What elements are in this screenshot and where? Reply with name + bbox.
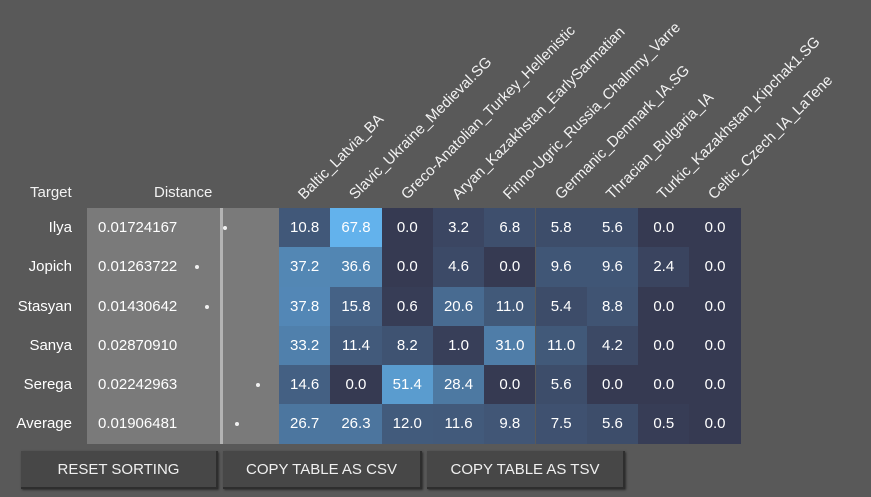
distance-value: 0.01724167	[98, 219, 178, 236]
percentage-cell: 0.0	[484, 247, 536, 287]
percentage-cell: 0.0	[689, 404, 741, 444]
percentage-cell: 0.0	[638, 325, 690, 366]
percentage-cell: 14.6	[279, 365, 331, 405]
distance-value: 0.02242963	[98, 376, 178, 394]
percentage-cell: 8.8	[586, 286, 639, 326]
percentage-cell: 67.8	[330, 208, 382, 248]
percentage-cell: 12.0	[381, 404, 433, 444]
percentage-cell: 0.6	[381, 286, 433, 326]
distance-cell: 0.02242963	[87, 365, 279, 405]
percentage-cell: 5.6	[535, 365, 587, 405]
distance-marker	[223, 226, 228, 230]
percentage-cell: 8.2	[381, 325, 433, 366]
percentage-cell: 51.4	[381, 365, 433, 405]
percentage-cell: 0.0	[638, 286, 690, 326]
percentage-cell: 9.8	[484, 404, 536, 444]
percentage-cell: 0.0	[381, 208, 433, 248]
percentage-cell: 11.6	[432, 404, 485, 444]
table-row[interactable]: Stasyan 0.01430642 37.8 15.8 0.6 20.6 11.0 5.4 8…	[0, 286, 871, 326]
percentage-cell: 31.0	[484, 325, 536, 366]
percentage-cell: 5.6	[586, 404, 639, 444]
copy-tsv-button[interactable]: COPY TABLE AS TSV	[427, 451, 625, 489]
percentage-cell: 37.2	[279, 247, 331, 287]
distance-cell: 0.01724167	[87, 208, 279, 248]
percentage-cell: 2.4	[638, 247, 690, 287]
percentage-cell: 26.3	[330, 404, 382, 444]
percentage-cell: 7.5	[535, 404, 587, 444]
column-header[interactable]: Baltic_Latvia_BA	[294, 110, 388, 203]
copy-csv-button[interactable]: COPY TABLE AS CSV	[223, 451, 422, 489]
distance-value: 0.01906481	[98, 415, 178, 433]
percentage-cell: 36.6	[330, 247, 382, 287]
percentage-cell: 11.0	[535, 325, 587, 366]
target-name: Jopich	[28, 258, 72, 276]
percentage-cell: 37.8	[279, 286, 331, 326]
table-row[interactable]: Jopich 0.01263722 37.2 36.6 0.0 4.6 0.0 9.6 9.6 2…	[0, 247, 871, 287]
distance-marker	[255, 383, 260, 388]
table-row[interactable]: Average 0.01906481 26.7 26.3 12.0 11.6 9.8 7.5 5…	[0, 404, 871, 444]
distance-value: 0.01263722	[98, 258, 178, 276]
percentage-cell: 0.0	[586, 365, 639, 405]
table-row[interactable]: Sanya 0.02870910 33.2 11.4 8.2 1.0 31.0 11.0 4.2…	[0, 325, 871, 366]
percentage-cell: 0.0	[638, 365, 690, 405]
table-row[interactable]: Ilya 0.01724167 10.8 67.8 0.0 3.2 6.8 5.8 5.6 0.0…	[0, 208, 871, 248]
target-header[interactable]: Target	[30, 184, 72, 201]
distance-marker	[205, 304, 210, 309]
distance-cell: 0.01263722	[87, 247, 279, 287]
percentage-cell: 9.6	[586, 247, 639, 287]
distance-value: 0.02870910	[98, 336, 178, 354]
target-name: Ilya	[48, 219, 72, 236]
percentage-cell: 15.8	[330, 286, 382, 326]
percentage-cell: 0.0	[638, 208, 690, 248]
percentage-cell: 20.6	[432, 286, 485, 326]
percentage-cell: 0.0	[330, 365, 382, 405]
results-table: Ilya 0.01724167 10.8 67.8 0.0 3.2 6.8 5.8 5.6 0.0…	[0, 208, 871, 444]
target-name: Stasyan	[17, 297, 72, 315]
distance-marker	[234, 422, 239, 427]
distance-cell: 0.01430642	[87, 286, 279, 326]
target-name: Sanya	[29, 336, 72, 354]
percentage-cell: 4.6	[432, 247, 485, 287]
percentage-cell: 6.8	[484, 208, 536, 248]
table-row[interactable]: Serega 0.02242963 14.6 0.0 51.4 28.4 0.0 5.6 0.0…	[0, 365, 871, 405]
percentage-cell: 5.8	[535, 208, 587, 248]
target-name: Average	[16, 415, 72, 433]
percentage-cell: 1.0	[432, 325, 485, 366]
percentage-cell: 11.0	[484, 286, 536, 326]
percentage-cell: 33.2	[279, 325, 331, 366]
percentage-cell: 26.7	[279, 404, 331, 444]
percentage-cell: 11.4	[330, 325, 382, 366]
distance-cell: 0.02870910	[87, 325, 299, 366]
distance-marker	[194, 265, 199, 270]
distance-axis-line	[220, 208, 223, 444]
percentage-cell: 0.0	[689, 325, 741, 366]
percentage-cell: 3.2	[432, 208, 485, 248]
percentage-cell: 0.0	[381, 247, 433, 287]
percentage-cell: 10.8	[279, 208, 331, 248]
percentage-cell: 0.0	[689, 247, 741, 287]
percentage-cell: 5.6	[586, 208, 639, 248]
percentage-cell: 28.4	[432, 365, 485, 405]
percentage-cell: 9.6	[535, 247, 587, 287]
distance-header[interactable]: Distance	[154, 184, 213, 201]
percentage-cell: 0.0	[689, 208, 741, 248]
target-name: Serega	[23, 376, 72, 394]
percentage-cell: 0.0	[484, 365, 536, 405]
percentage-cell: 0.0	[689, 286, 741, 326]
reset-sorting-button[interactable]: RESET SORTING	[21, 451, 218, 489]
percentage-cell: 4.2	[586, 325, 639, 366]
percentage-cell: 0.0	[689, 365, 741, 405]
percentage-cell: 5.4	[535, 286, 587, 326]
distance-value: 0.01430642	[98, 297, 178, 315]
distance-cell: 0.01906481	[87, 404, 279, 444]
percentage-cell: 0.5	[638, 404, 690, 444]
